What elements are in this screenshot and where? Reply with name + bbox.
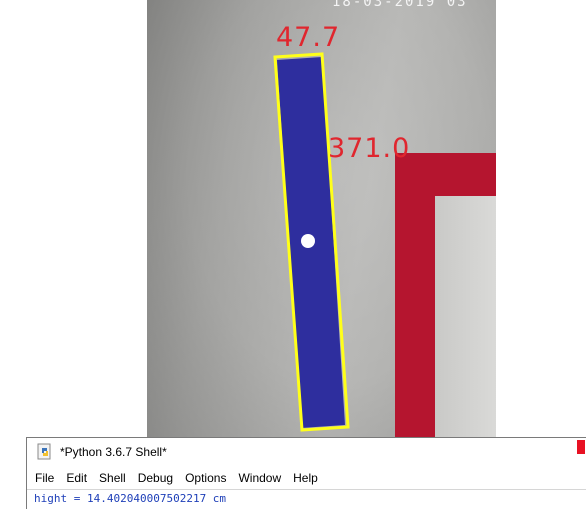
- menu-edit[interactable]: Edit: [66, 471, 88, 485]
- camera-frame: 18-03-2019 03 47.7 371.0: [147, 0, 496, 437]
- close-button[interactable]: [577, 440, 585, 454]
- python-idle-icon: [37, 443, 51, 460]
- shell-window-title: *Python 3.6.7 Shell*: [60, 445, 167, 459]
- menu-help[interactable]: Help: [293, 471, 318, 485]
- bounding-box-outline: [273, 52, 350, 432]
- menu-options[interactable]: Options: [185, 471, 227, 485]
- camera-timestamp: 18-03-2019 03: [332, 0, 468, 10]
- red-frame-opening: [435, 196, 496, 437]
- menu-file[interactable]: File: [35, 471, 55, 485]
- shell-titlebar[interactable]: *Python 3.6.7 Shell*: [27, 438, 586, 466]
- menu-debug[interactable]: Debug: [137, 471, 174, 485]
- menu-window[interactable]: Window: [238, 471, 282, 485]
- shell-menubar: File Edit Shell Debug Options Window Hel…: [27, 467, 586, 489]
- center-point: [301, 234, 315, 248]
- menu-shell[interactable]: Shell: [99, 471, 126, 485]
- width-measurement-label: 47.7: [276, 22, 341, 53]
- length-measurement-label: 371.0: [328, 133, 411, 164]
- measurement-overlay: [273, 52, 350, 432]
- shell-output-line[interactable]: hight = 14.402040007502217 cm: [27, 489, 586, 509]
- python-shell-window: *Python 3.6.7 Shell* File Edit Shell Deb…: [26, 437, 586, 509]
